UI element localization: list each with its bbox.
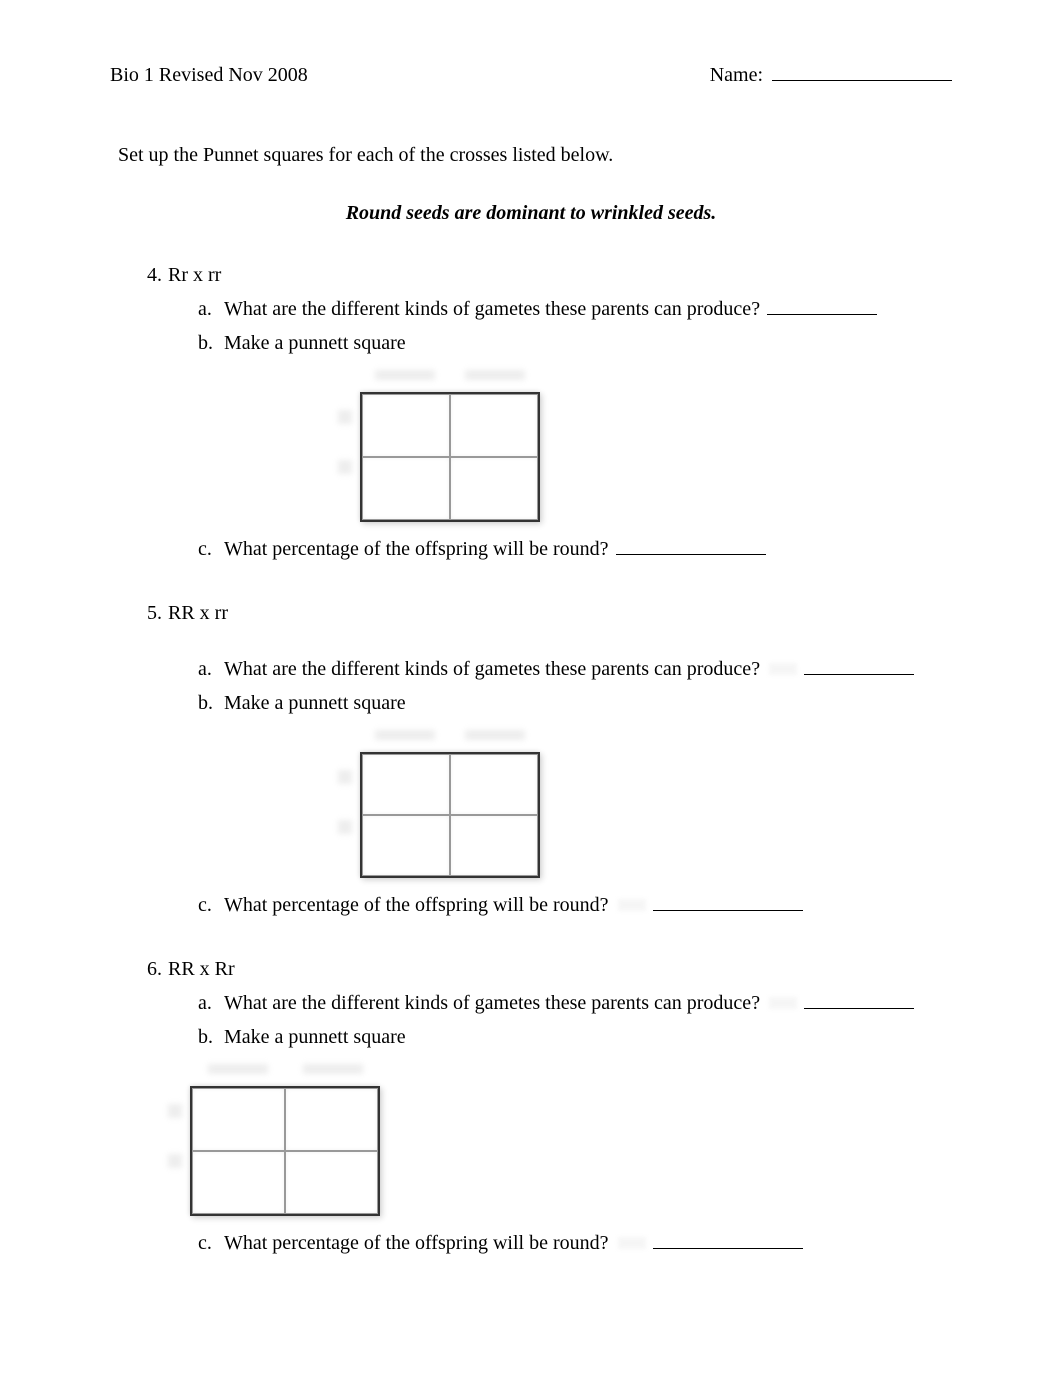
question-4: 4. Rr x rr a. What are the different kin… [140, 260, 952, 564]
q4a-blank[interactable] [767, 314, 877, 315]
q6a-text: What are the different kinds of gametes … [224, 988, 952, 1018]
q5b-text: Make a punnett square [224, 688, 952, 718]
punnett-cell[interactable] [362, 457, 450, 520]
punnett-cell[interactable] [192, 1088, 285, 1151]
page-header: Bio 1 Revised Nov 2008 Name: [110, 60, 952, 90]
punnett-cell[interactable] [285, 1151, 378, 1214]
q6c-letter: c. [198, 1228, 224, 1258]
q6a-blank[interactable] [804, 1008, 914, 1009]
q6a-letter: a. [198, 988, 224, 1018]
punnett-grid[interactable] [190, 1086, 380, 1216]
punnett-cell[interactable] [285, 1088, 378, 1151]
q4a-text: What are the different kinds of gametes … [224, 294, 952, 324]
q4c-letter: c. [198, 534, 224, 564]
q5a-text: What are the different kinds of gametes … [224, 654, 952, 684]
blur-smudge [618, 1237, 646, 1249]
header-left: Bio 1 Revised Nov 2008 [110, 60, 308, 90]
punnett-cell[interactable] [450, 457, 538, 520]
q4b-text: Make a punnett square [224, 328, 952, 358]
row-label-blur [338, 410, 352, 424]
q6c-blank[interactable] [653, 1248, 803, 1249]
col-label-blur [303, 1064, 363, 1074]
punnett-cell[interactable] [362, 754, 450, 815]
q5a-letter: a. [198, 654, 224, 684]
row-label-blur [338, 770, 352, 784]
q5c-blank[interactable] [653, 910, 803, 911]
q6c-text: What percentage of the offspring will be… [224, 1228, 952, 1258]
q5a-blank[interactable] [804, 674, 914, 675]
q6-punnett [168, 1064, 952, 1216]
q5-number: 5. [140, 598, 168, 628]
row-label-blur [338, 820, 352, 834]
punnett-cell[interactable] [362, 815, 450, 876]
q5c-letter: c. [198, 890, 224, 920]
punnett-cell[interactable] [450, 754, 538, 815]
q6b-text: Make a punnett square [224, 1022, 952, 1052]
punnett-cell[interactable] [192, 1151, 285, 1214]
blur-smudge [769, 663, 797, 675]
col-label-blur [465, 730, 525, 740]
col-label-blur [465, 370, 525, 380]
q5c-text: What percentage of the offspring will be… [224, 890, 952, 920]
punnett-cell[interactable] [450, 394, 538, 457]
q4-punnett [338, 370, 952, 522]
col-label-blur [208, 1064, 268, 1074]
q4-cross: Rr x rr [168, 260, 952, 290]
punnett-cell[interactable] [362, 394, 450, 457]
name-label: Name: [710, 64, 763, 86]
name-blank-line[interactable] [772, 80, 952, 81]
q4b-letter: b. [198, 328, 224, 358]
question-6: 6. RR x Rr a. What are the different kin… [140, 954, 952, 1258]
q4a-letter: a. [198, 294, 224, 324]
col-label-blur [375, 370, 435, 380]
col-label-blur [375, 730, 435, 740]
row-label-blur [168, 1104, 182, 1118]
question-5: 5. RR x rr a. What are the different kin… [140, 598, 952, 920]
dominance-note: Round seeds are dominant to wrinkled see… [110, 198, 952, 228]
q4c-blank[interactable] [616, 554, 766, 555]
punnett-grid[interactable] [360, 392, 540, 522]
punnett-cell[interactable] [450, 815, 538, 876]
q6b-letter: b. [198, 1022, 224, 1052]
row-label-blur [168, 1154, 182, 1168]
q4-number: 4. [140, 260, 168, 290]
row-label-blur [338, 460, 352, 474]
q6-cross: RR x Rr [168, 954, 952, 984]
q5-cross: RR x rr [168, 598, 952, 628]
q5-punnett [338, 730, 952, 878]
name-field: Name: [710, 60, 952, 90]
blur-smudge [618, 899, 646, 911]
q6-number: 6. [140, 954, 168, 984]
instructions-text: Set up the Punnet squares for each of th… [118, 140, 952, 170]
q5b-letter: b. [198, 688, 224, 718]
blur-smudge [769, 997, 797, 1009]
q4c-text: What percentage of the offspring will be… [224, 534, 952, 564]
punnett-grid[interactable] [360, 752, 540, 878]
